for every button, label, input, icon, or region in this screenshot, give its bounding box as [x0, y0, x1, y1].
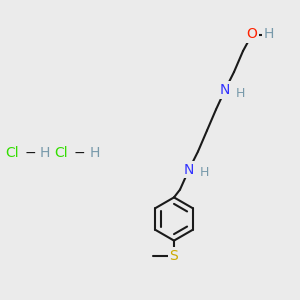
Text: H: H: [89, 146, 100, 160]
Text: N: N: [220, 83, 230, 97]
Text: Cl: Cl: [55, 146, 68, 160]
Text: Cl: Cl: [5, 146, 19, 160]
Text: S: S: [169, 249, 178, 262]
Text: N: N: [184, 163, 194, 176]
Text: H: H: [40, 146, 50, 160]
Text: −: −: [24, 146, 36, 160]
Text: H: H: [235, 86, 245, 100]
Text: −: −: [74, 146, 85, 160]
Text: H: H: [263, 28, 274, 41]
Text: O: O: [247, 28, 257, 41]
Text: H: H: [199, 166, 209, 179]
